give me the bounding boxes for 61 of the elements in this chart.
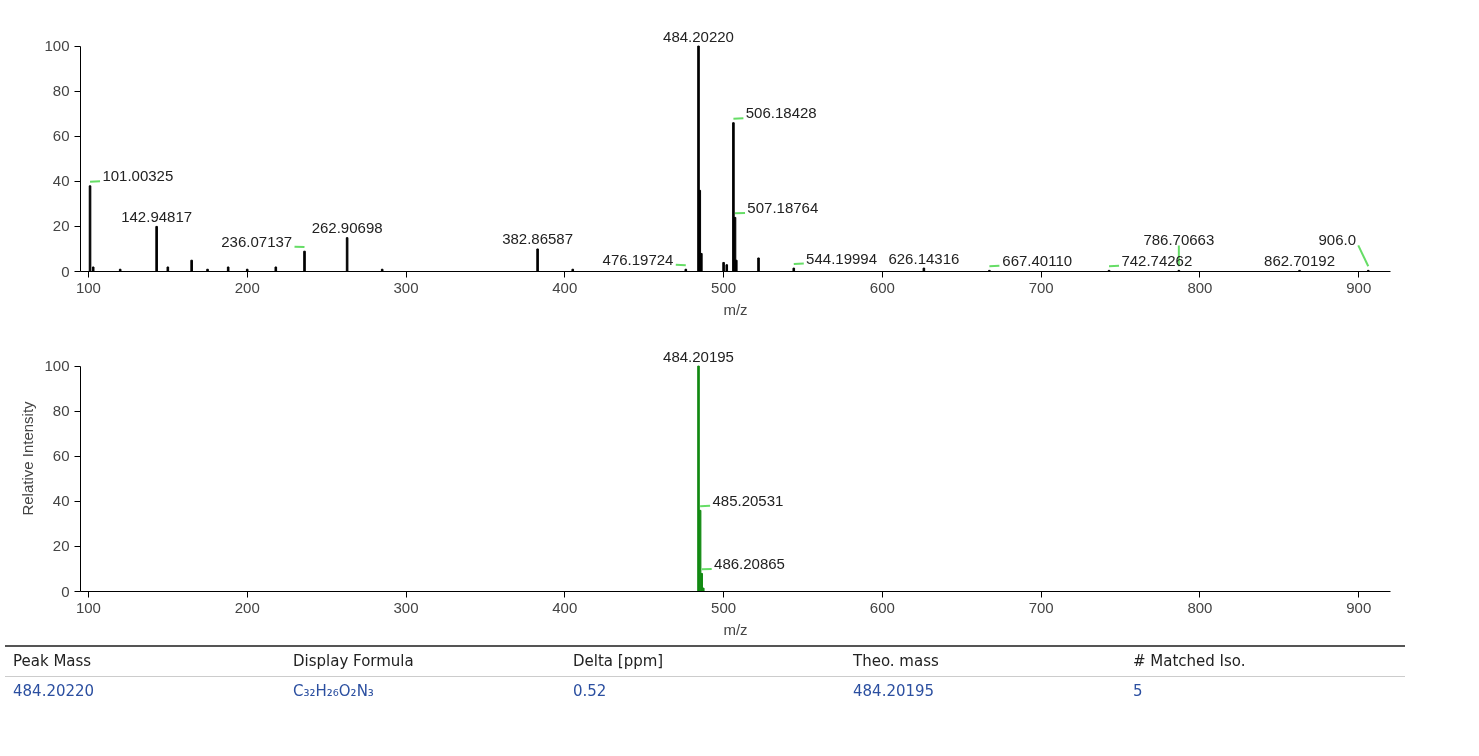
text: 484.20195 bbox=[852, 681, 936, 703]
y-tick-label: 20 bbox=[52, 217, 70, 235]
annotation: 544.19994 bbox=[806, 249, 878, 267]
x-tick-label: 200 bbox=[234, 278, 260, 296]
annotation: 484.20195 bbox=[663, 347, 734, 365]
x-tick-label: 500 bbox=[711, 598, 737, 616]
x-tick-label: 600 bbox=[869, 598, 895, 616]
annotation: 507.18764 bbox=[747, 198, 819, 216]
annotation: 786.70663 bbox=[1143, 231, 1215, 249]
x-tick-label: 400 bbox=[552, 598, 578, 616]
x-tick-label: 800 bbox=[1187, 278, 1213, 296]
y-tick-label: 0 bbox=[61, 262, 70, 280]
x-tick-label: 900 bbox=[1346, 278, 1372, 296]
x-tick-label: 700 bbox=[1028, 278, 1054, 296]
x-axis-title: m/z bbox=[723, 300, 748, 318]
y-tick-label: 100 bbox=[44, 357, 70, 375]
annotation: 906.0 bbox=[1318, 231, 1357, 249]
text: C₃₂H₂₆O₂N₃ bbox=[292, 681, 375, 703]
x-tick-label: 500 bbox=[711, 278, 737, 296]
x-tick-label: 600 bbox=[869, 278, 895, 296]
x-tick-label: 300 bbox=[393, 598, 419, 616]
x-tick-label: 800 bbox=[1187, 598, 1213, 616]
y-tick-label: 100 bbox=[44, 37, 70, 55]
annotation: 667.40110 bbox=[1002, 251, 1073, 269]
y-tick-label: 0 bbox=[61, 582, 70, 600]
annotation: 101.00325 bbox=[102, 167, 174, 185]
x-tick-label: 700 bbox=[1028, 598, 1054, 616]
x-tick-label: 100 bbox=[75, 598, 101, 616]
category-label: Display Formula bbox=[285, 646, 565, 677]
text: 0.52 bbox=[572, 681, 608, 703]
category-label: # Matched Iso. bbox=[1125, 646, 1405, 677]
x-tick-label: 300 bbox=[393, 278, 419, 296]
text: 5 bbox=[1132, 681, 1144, 703]
annotation: 506.18428 bbox=[745, 104, 817, 122]
annotation: 236.07137 bbox=[221, 232, 293, 250]
x-tick-label: 100 bbox=[75, 278, 101, 296]
x-tick-label: 200 bbox=[234, 598, 260, 616]
y-tick-label: 60 bbox=[52, 447, 70, 465]
text: 484.20220 bbox=[12, 681, 96, 703]
y-tick-label: 60 bbox=[52, 127, 70, 145]
y-tick-label: 40 bbox=[52, 172, 70, 190]
annotation: 484.20220 bbox=[663, 27, 734, 45]
annotation: 862.70192 bbox=[1264, 251, 1335, 269]
annotation: 626.14316 bbox=[888, 249, 960, 267]
y-tick-label: 80 bbox=[52, 402, 70, 420]
x-tick-label: 400 bbox=[552, 278, 578, 296]
y-tick-label: 40 bbox=[52, 492, 70, 510]
category-label: Delta [ppm] bbox=[565, 646, 845, 677]
x-tick-label: 900 bbox=[1346, 598, 1372, 616]
annotation: 486.20865 bbox=[714, 554, 785, 572]
category-label: Theo. mass bbox=[845, 646, 1125, 677]
y-tick-label: 20 bbox=[52, 537, 70, 555]
x-axis-title: m/z bbox=[723, 620, 748, 638]
category-label: Peak Mass bbox=[5, 646, 285, 677]
y-axis-title: Relative Intensity bbox=[19, 400, 37, 516]
annotation: 262.90698 bbox=[311, 219, 383, 237]
annotation: 382.86587 bbox=[502, 230, 574, 248]
annotation: 142.94817 bbox=[121, 207, 193, 225]
annotation: 476.19724 bbox=[602, 250, 674, 268]
annotation: 485.20531 bbox=[712, 491, 784, 509]
y-tick-label: 80 bbox=[52, 82, 70, 100]
